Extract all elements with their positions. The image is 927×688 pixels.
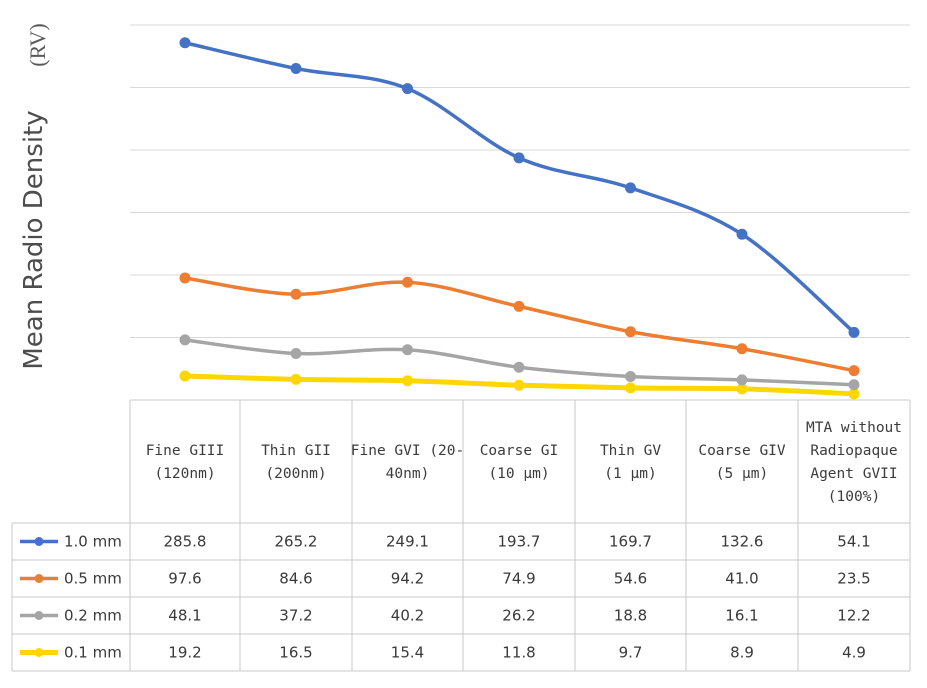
x-tick-label: (120nm) — [154, 466, 215, 482]
x-tick-label: (200nm) — [265, 466, 326, 482]
series-line — [183, 276, 856, 373]
data-label: 40.2 — [391, 607, 424, 625]
data-label: 84.6 — [279, 570, 312, 588]
series-0-5-mm-group — [179, 272, 860, 377]
legend-swatch-marker — [34, 611, 44, 620]
x-tick-label: (1 µm) — [604, 466, 656, 482]
x-tick-label: Fine GIII — [146, 443, 225, 459]
y-axis-label-group: Mean Radio Density (RV) — [19, 23, 50, 369]
data-label: 249.1 — [386, 533, 429, 551]
data-label: 19.2 — [168, 644, 201, 662]
data-point — [179, 334, 191, 346]
y-axis-unit-label: (RV) — [25, 23, 50, 66]
data-label: 12.2 — [837, 607, 870, 625]
x-tick-label: (10 µm) — [488, 466, 549, 482]
data-point — [290, 373, 302, 385]
legend-swatch-marker — [34, 574, 44, 583]
data-point — [513, 379, 525, 391]
data-point — [848, 379, 860, 391]
x-tick-label: 40nm) — [386, 466, 430, 482]
x-tick-label: Thin GV — [600, 443, 661, 459]
legend-label: 0.5 mm — [64, 570, 122, 588]
data-point — [625, 182, 636, 194]
data-point — [736, 343, 748, 355]
data-point — [179, 272, 191, 284]
series-lines — [179, 37, 860, 400]
x-tick-label: MTA without — [806, 420, 902, 436]
data-point — [402, 375, 413, 387]
y-axis-label: Mean Radio Density — [19, 110, 49, 369]
data-label: 4.9 — [842, 644, 866, 662]
data-label: 54.1 — [837, 533, 870, 551]
data-point — [402, 276, 413, 288]
series-1-0-mm-group — [179, 37, 860, 338]
x-tick-label: Fine GVI (20- — [351, 443, 465, 459]
data-point — [736, 374, 748, 386]
data-point — [625, 382, 636, 394]
data-table: Fine GIII (120nm) Thin GII (200nm) Fine GVI … — [11, 399, 911, 672]
data-point — [179, 37, 191, 49]
data-label: 16.5 — [279, 644, 312, 662]
x-tick-label: Coarse GIV — [698, 443, 786, 459]
data-point — [848, 365, 860, 377]
x-tick-label: Agent GVII — [810, 466, 897, 482]
data-label: 132.6 — [721, 533, 764, 551]
legend-entry: 0.1 mm — [20, 644, 122, 662]
data-label: 94.2 — [391, 570, 424, 588]
x-tick-label: (5 µm) — [716, 466, 768, 482]
data-point — [290, 348, 302, 359]
data-label: 37.2 — [279, 607, 312, 625]
legend-entry: 0.2 mm — [20, 607, 122, 625]
data-point — [848, 388, 860, 400]
data-point — [402, 344, 413, 356]
data-label: 15.4 — [391, 644, 424, 662]
data-label: 97.6 — [168, 570, 201, 588]
data-point — [736, 228, 748, 240]
data-point — [290, 63, 302, 74]
data-label: 26.2 — [502, 607, 535, 625]
data-point — [513, 361, 525, 373]
x-tick-label: Radiopaque — [810, 443, 897, 459]
data-point — [402, 83, 413, 95]
x-tick-label: Coarse GI — [480, 443, 559, 459]
legend-label: 0.2 mm — [64, 607, 122, 625]
data-label: 265.2 — [275, 533, 318, 551]
legend-label: 1.0 mm — [64, 533, 122, 551]
series-line — [183, 41, 856, 335]
legend-swatch-marker — [34, 648, 44, 657]
data-label: 41.0 — [725, 570, 758, 588]
data-point — [848, 326, 860, 338]
data-point — [179, 370, 191, 382]
data-label: 11.8 — [502, 644, 535, 662]
data-label: 54.6 — [614, 570, 647, 588]
data-label: 48.1 — [168, 607, 201, 625]
legend-label: 0.1 mm — [64, 644, 122, 662]
x-tick-label: Thin GII — [261, 443, 331, 459]
data-label: 169.7 — [609, 533, 652, 551]
series-0-2-mm-group — [179, 334, 860, 391]
data-point — [513, 300, 525, 312]
data-label: 16.1 — [725, 607, 758, 625]
data-label: 18.8 — [614, 607, 647, 625]
data-label: 74.9 — [502, 570, 535, 588]
series-0-1-mm-group — [179, 370, 860, 400]
data-label: 193.7 — [498, 533, 541, 551]
data-label: 8.9 — [730, 644, 754, 662]
data-point — [290, 288, 302, 300]
gridlines — [130, 24, 910, 338]
data-label: 23.5 — [837, 570, 870, 588]
data-label: 285.8 — [164, 533, 207, 551]
data-point — [625, 326, 636, 338]
legend-entry: 1.0 mm — [20, 533, 122, 551]
legend-entry: 0.5 mm — [20, 570, 122, 588]
x-tick-label: (100%) — [828, 489, 880, 505]
legend-swatch-marker — [34, 537, 44, 546]
data-point — [513, 152, 525, 164]
data-label: 9.7 — [619, 644, 643, 662]
data-point — [625, 371, 636, 382]
